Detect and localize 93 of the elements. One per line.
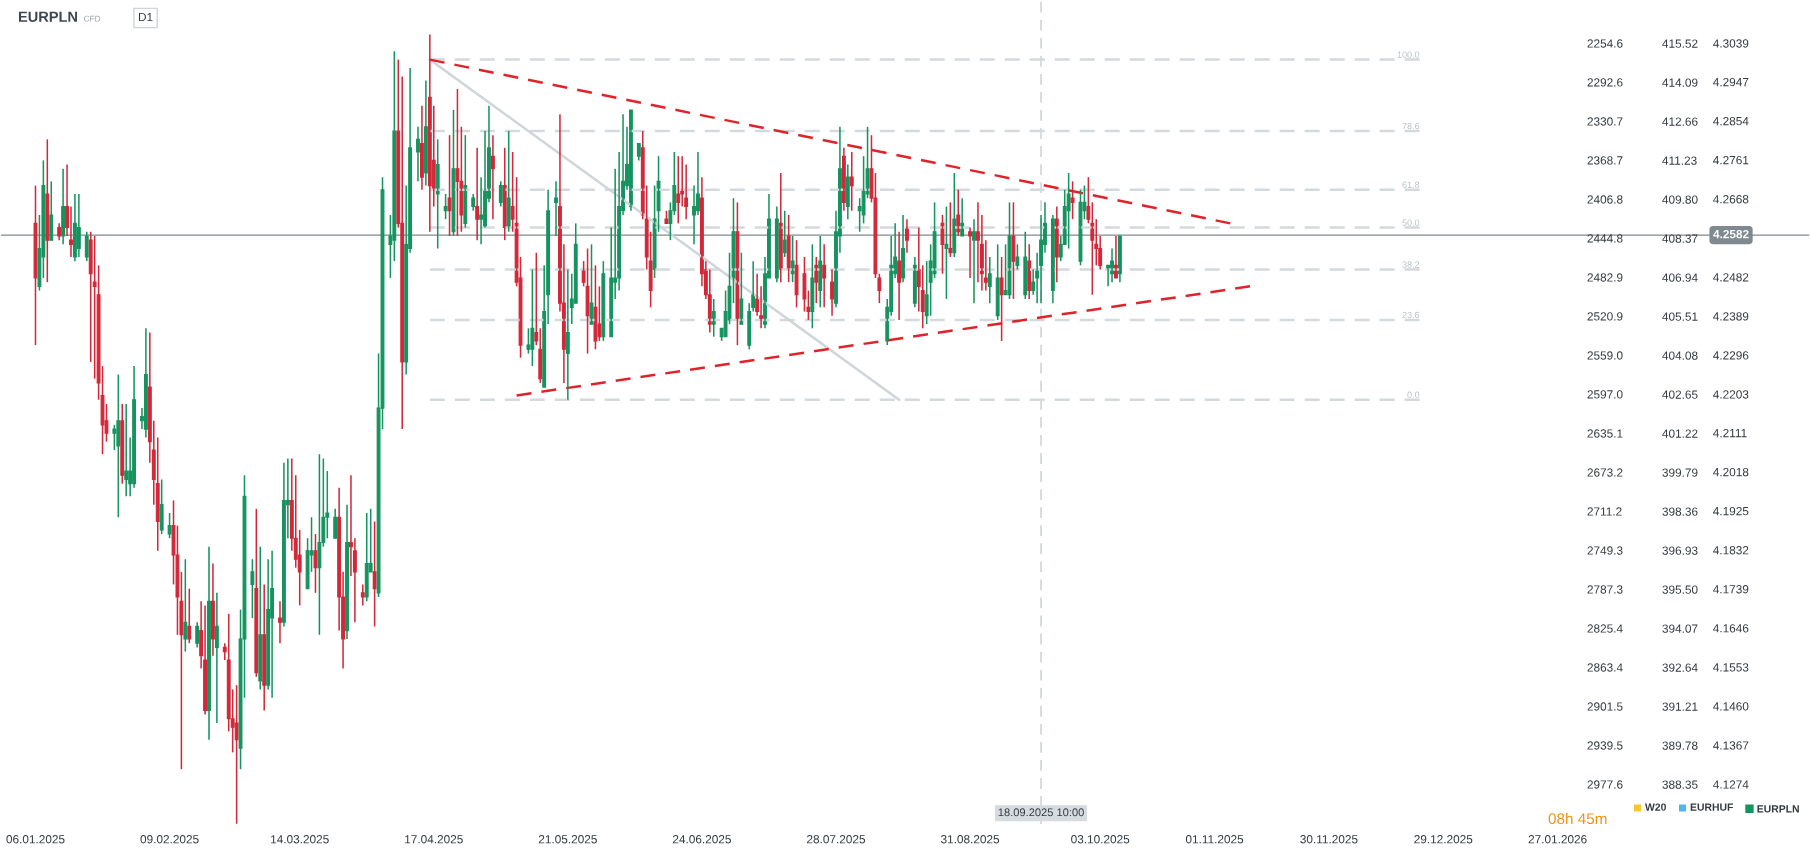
y2-tick-label: 396.93	[1662, 546, 1698, 555]
y3-tick-label: 2673.2	[1587, 468, 1623, 477]
y3-tick-label: 2559.0	[1587, 351, 1623, 360]
y3-tick-label: 2977.6	[1587, 780, 1623, 789]
y2-tick-label: 392.64	[1662, 663, 1698, 672]
text: CFD	[83, 15, 101, 22]
y2-tick-label: 391.21	[1662, 702, 1698, 711]
x-tick-label: 30.11.2025	[1300, 835, 1358, 844]
y3-tick-label: 2597.0	[1587, 390, 1623, 399]
annotation: D1	[138, 12, 153, 22]
y2-tick-label: 401.22	[1662, 429, 1698, 438]
y3-tick-label: 2444.8	[1587, 234, 1623, 243]
y3-tick-label: 2520.9	[1587, 312, 1623, 321]
y-tick-label: 4.1553	[1713, 663, 1749, 672]
y2-tick-label: 408.37	[1662, 234, 1698, 243]
x-tick-label: 29.12.2025	[1414, 835, 1473, 844]
y2-tick-label: 406.94	[1662, 273, 1698, 282]
x-tick-label: 24.06.2025	[672, 835, 731, 844]
series-label: 61.8	[1402, 181, 1420, 188]
x-tick-label: 21.05.2025	[538, 835, 597, 844]
y-tick-label: 4.1274	[1713, 780, 1749, 789]
x-tick-label: 17.04.2025	[405, 835, 463, 844]
annotation: EURHUF	[1690, 803, 1734, 811]
x-tick-label: 03.10.2025	[1071, 835, 1130, 844]
y-tick-label: 4.2389	[1713, 312, 1749, 321]
y-tick-label: 4.1832	[1713, 546, 1749, 555]
y2-tick-label: 399.79	[1662, 468, 1698, 477]
text: EURPLN	[18, 11, 77, 22]
x-tick-label: 14.03.2025	[271, 835, 329, 844]
y3-tick-label: 2368.7	[1587, 156, 1623, 165]
ref-line-label: 18.09.2025 10:00	[998, 808, 1084, 817]
y3-tick-label: 2292.6	[1587, 78, 1623, 87]
y3-tick-label: 2939.5	[1587, 741, 1623, 750]
y2-tick-label: 402.65	[1662, 390, 1698, 399]
x-tick-label: 01.11.2025	[1185, 835, 1244, 844]
y2-tick-label: 394.07	[1662, 624, 1698, 633]
ref-line-label: 4.2582	[1713, 229, 1749, 239]
y-tick-label: 4.2018	[1713, 467, 1749, 477]
y3-tick-label: 2254.6	[1587, 39, 1623, 48]
x-tick-label: 06.01.2025	[6, 835, 65, 844]
y3-tick-label: 2787.3	[1587, 585, 1623, 594]
y-tick-label: 4.2854	[1713, 116, 1749, 126]
series-label: 78.6	[1402, 122, 1420, 130]
y-tick-label: 4.2947	[1713, 77, 1749, 87]
y-tick-label: 4.2668	[1713, 195, 1749, 204]
y-tick-label: 4.2296	[1713, 351, 1749, 360]
candlestick	[33, 184, 38, 346]
y3-tick-label: 2901.5	[1587, 702, 1623, 711]
y2-tick-label: 395.50	[1662, 585, 1698, 594]
candlestick	[451, 109, 456, 237]
x-tick-label: 09.02.2025	[140, 835, 199, 844]
y-tick-label: 4.1925	[1713, 506, 1749, 516]
y-tick-label: 4.2203	[1713, 390, 1749, 399]
y2-tick-label: 412.66	[1662, 117, 1698, 126]
candlestick	[1078, 189, 1083, 267]
annotation: 08h 45m	[1548, 812, 1607, 825]
candlestick	[526, 327, 531, 355]
y-tick-label: 4.1367	[1713, 741, 1749, 750]
y3-tick-label: 2406.8	[1587, 195, 1623, 204]
y2-tick-label: 388.35	[1662, 780, 1698, 789]
annotation: W20	[1645, 803, 1666, 811]
y-tick-label: 4.2761	[1713, 156, 1749, 165]
series-label: 38.2	[1402, 261, 1420, 268]
y2-tick-label: 409.80	[1662, 195, 1698, 204]
y-tick-label: 4.1646	[1713, 624, 1749, 633]
y2-tick-label: 389.78	[1662, 741, 1698, 750]
y-tick-label: 4.3039	[1713, 39, 1749, 48]
x-tick-label: 27.01.2026	[1528, 835, 1587, 844]
y-tick-label: 4.2111	[1713, 428, 1747, 438]
y2-tick-label: 414.09	[1662, 78, 1698, 87]
y3-tick-label: 2863.4	[1587, 663, 1623, 672]
x-tick-label: 31.08.2025	[940, 835, 1000, 844]
y3-tick-label: 2482.9	[1587, 273, 1623, 282]
y2-tick-label: 405.51	[1662, 312, 1698, 321]
y2-tick-label: 398.36	[1662, 507, 1698, 516]
candlestick	[112, 424, 117, 451]
series-label: 50.0	[1402, 219, 1420, 226]
y-tick-label: 4.2482	[1713, 273, 1749, 282]
y3-tick-label: 2330.7	[1587, 117, 1623, 126]
y2-tick-label: 415.52	[1662, 39, 1698, 48]
y3-tick-label: 2635.1	[1587, 429, 1623, 438]
series-label: 100.0	[1397, 51, 1420, 58]
y3-tick-label: 2711.2	[1587, 507, 1622, 516]
y3-tick-label: 2825.4	[1587, 624, 1623, 633]
x-tick-label: 28.07.2025	[807, 835, 866, 844]
y-tick-label: 4.1460	[1713, 702, 1749, 711]
series-label: 0.0	[1407, 391, 1420, 398]
y3-tick-label: 2749.3	[1587, 546, 1623, 555]
y2-tick-label: 404.08	[1662, 351, 1698, 360]
series-label: 23.6	[1402, 311, 1420, 319]
y-tick-label: 4.1739	[1713, 585, 1749, 594]
y2-tick-label: 411.23	[1662, 156, 1697, 165]
legend-label: EURPLN	[1757, 805, 1799, 813]
